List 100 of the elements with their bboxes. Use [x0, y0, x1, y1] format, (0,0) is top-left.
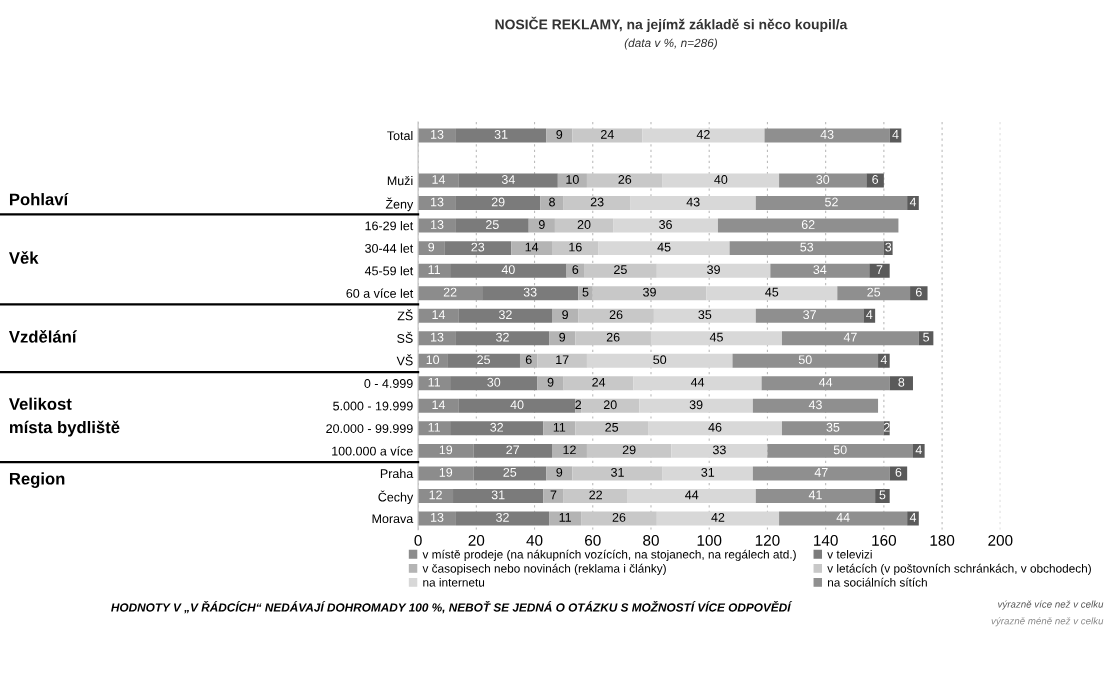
- bar: [653, 308, 756, 323]
- x-tick-label: 100: [697, 534, 722, 546]
- data-label: 19: [439, 467, 453, 477]
- bar: [458, 398, 576, 413]
- bar: [549, 331, 576, 346]
- x-tick-label: 200: [988, 534, 1013, 546]
- chart-title: NOSIČE REKLAMY, na jejímž základě si něco koupil/a: [495, 16, 848, 33]
- data-label: 7: [550, 490, 557, 500]
- data-label: 45: [657, 242, 671, 252]
- bar: [627, 488, 756, 503]
- data-label: 40: [714, 175, 728, 184]
- data-label: 44: [818, 377, 833, 387]
- bar: [779, 511, 908, 526]
- bar: [650, 331, 782, 346]
- data-label: 13: [431, 130, 444, 139]
- data-label: 31: [491, 490, 505, 500]
- data-label: 26: [618, 175, 632, 184]
- data-label: 20: [577, 220, 591, 229]
- bar: [563, 196, 631, 211]
- data-label: 6: [895, 467, 902, 477]
- bar: [418, 488, 454, 503]
- data-label: 35: [698, 310, 712, 320]
- bar: [482, 286, 579, 301]
- bar: [473, 466, 547, 481]
- bar: [662, 466, 753, 481]
- data-label: 4: [909, 197, 917, 207]
- data-label: 25: [605, 422, 619, 432]
- y-tick-label: 5.000 - 19.999: [333, 401, 413, 411]
- data-label: 9: [547, 377, 554, 387]
- data-label: 23: [471, 242, 485, 252]
- data-label: 6: [525, 355, 532, 365]
- data-label: 25: [503, 467, 517, 477]
- data-label: 2: [883, 422, 890, 432]
- data-label: 25: [477, 355, 491, 365]
- y-tick-label: ZŠ: [397, 309, 413, 321]
- x-tick-label: 0: [414, 534, 422, 546]
- data-label: 17: [556, 355, 569, 364]
- data-label: 12: [563, 445, 576, 455]
- data-label: 13: [431, 197, 444, 207]
- data-label: 4: [892, 130, 899, 139]
- bar: [729, 241, 884, 256]
- bar: [642, 128, 765, 143]
- data-label: 46: [708, 422, 722, 432]
- bar: [418, 308, 459, 323]
- bar: [418, 398, 459, 413]
- bar: [537, 376, 564, 391]
- bar: [543, 421, 576, 436]
- bar: [662, 173, 780, 188]
- data-label: 31: [494, 130, 508, 139]
- bar: [706, 286, 838, 301]
- data-label: 11: [559, 513, 571, 522]
- data-label: 9: [538, 220, 545, 229]
- bar: [586, 353, 733, 368]
- bar: [770, 263, 870, 278]
- data-label: 47: [814, 468, 828, 477]
- bar: [543, 488, 564, 503]
- data-label: 20: [603, 400, 617, 410]
- data-label: 13: [431, 332, 444, 342]
- bar: [781, 331, 919, 346]
- data-label: 26: [612, 512, 626, 522]
- bar: [563, 488, 628, 503]
- data-label: 29: [622, 445, 636, 455]
- data-label: 9: [559, 332, 566, 342]
- bar: [907, 196, 919, 211]
- data-label: 19: [439, 445, 453, 455]
- data-label: 50: [833, 445, 847, 455]
- bar: [418, 286, 483, 301]
- bar: [837, 286, 911, 301]
- data-label: 33: [523, 287, 537, 297]
- y-tick-label: 60 a více let: [346, 288, 414, 298]
- data-label: 43: [820, 130, 834, 139]
- bar: [584, 263, 657, 278]
- data-label: 32: [498, 310, 512, 320]
- x-tick-label: 20: [468, 534, 485, 546]
- bar: [444, 241, 512, 256]
- bar: [418, 218, 456, 233]
- data-label: 44: [836, 513, 850, 522]
- bar: [455, 128, 547, 143]
- data-label: 22: [589, 490, 602, 500]
- bar: [418, 376, 451, 391]
- data-label: 8: [898, 377, 905, 387]
- text: Věk: [8, 251, 39, 264]
- data-label: 31: [701, 467, 715, 477]
- data-label: 13: [431, 512, 444, 522]
- bar: [458, 173, 558, 188]
- data-label: 26: [609, 310, 623, 320]
- data-label: 44: [685, 490, 699, 500]
- bar: [866, 173, 884, 188]
- text: Region: [9, 472, 65, 488]
- data-label: 30: [487, 377, 501, 387]
- bar: [578, 308, 654, 323]
- y-tick-label: Morava: [372, 514, 414, 524]
- bar: [586, 173, 663, 188]
- data-label: 35: [826, 422, 840, 432]
- bar: [552, 443, 587, 458]
- bar: [755, 308, 864, 323]
- bar: [779, 173, 867, 188]
- data-label: 3: [885, 242, 892, 252]
- bar: [732, 353, 879, 368]
- bar: [752, 398, 879, 413]
